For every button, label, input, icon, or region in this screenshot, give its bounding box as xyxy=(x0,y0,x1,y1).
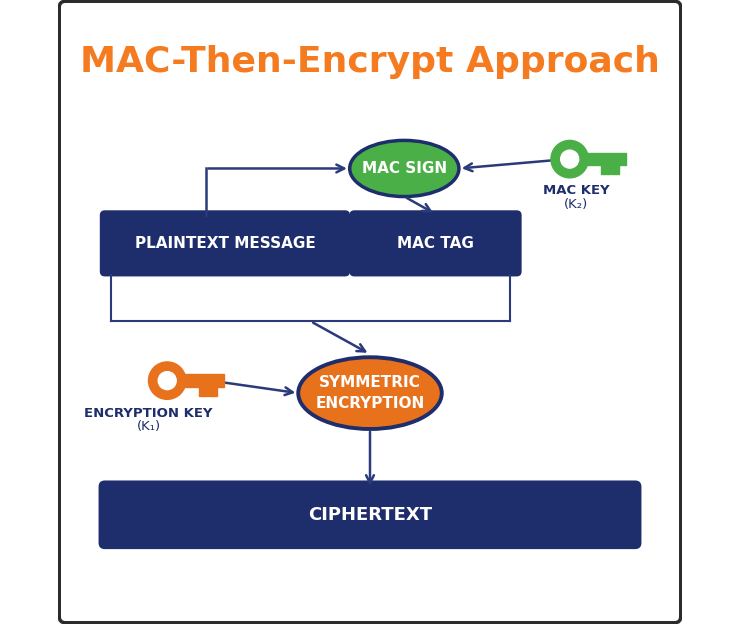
Text: (K₂): (K₂) xyxy=(564,198,588,211)
Ellipse shape xyxy=(350,140,459,197)
Bar xyxy=(601,165,610,174)
FancyBboxPatch shape xyxy=(349,210,522,276)
Circle shape xyxy=(149,362,186,399)
FancyBboxPatch shape xyxy=(59,1,681,623)
Text: ENCRYPTION KEY: ENCRYPTION KEY xyxy=(84,407,212,419)
Bar xyxy=(610,165,619,174)
Text: MAC-Then-Encrypt Approach: MAC-Then-Encrypt Approach xyxy=(80,46,660,79)
Text: MAC SIGN: MAC SIGN xyxy=(362,161,447,176)
Text: (K₁): (K₁) xyxy=(136,421,161,433)
Circle shape xyxy=(551,140,588,178)
Bar xyxy=(208,387,217,396)
Ellipse shape xyxy=(298,357,442,429)
Text: MAC TAG: MAC TAG xyxy=(397,236,474,251)
Circle shape xyxy=(158,372,176,389)
Text: PLAINTEXT MESSAGE: PLAINTEXT MESSAGE xyxy=(135,236,315,251)
Text: SYMMETRIC
ENCRYPTION: SYMMETRIC ENCRYPTION xyxy=(315,375,425,411)
FancyBboxPatch shape xyxy=(98,480,642,549)
FancyBboxPatch shape xyxy=(100,210,350,276)
Bar xyxy=(183,374,223,387)
Text: CIPHERTEXT: CIPHERTEXT xyxy=(308,506,432,524)
Bar xyxy=(585,153,626,165)
Bar xyxy=(198,387,207,396)
Circle shape xyxy=(561,150,579,168)
Text: MAC KEY: MAC KEY xyxy=(542,184,609,197)
